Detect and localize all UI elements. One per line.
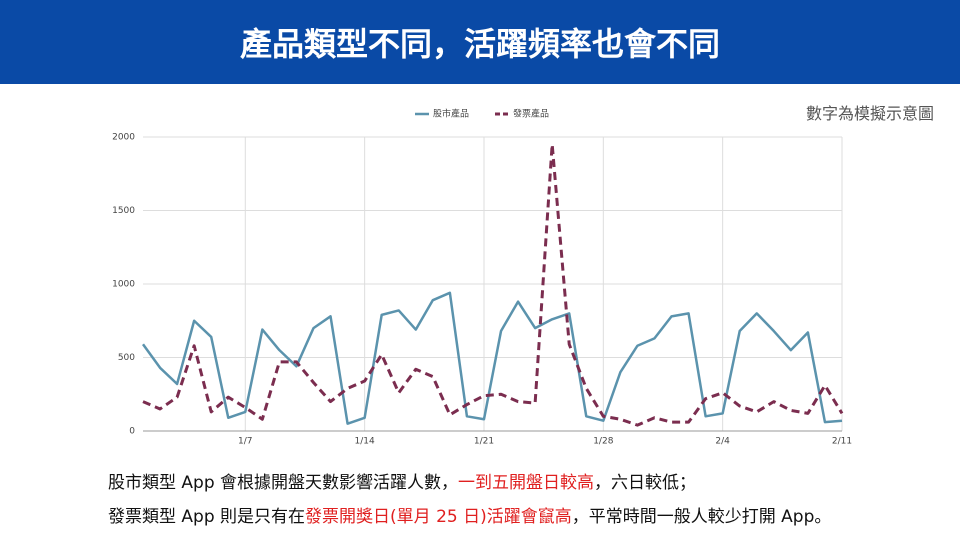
text: ，六日較低； <box>594 473 697 493</box>
series-line <box>142 142 844 427</box>
x-tick-label: 2/4 <box>715 437 730 447</box>
chart: 0 500 1000 1500 2000 1/7 1/14 1/21 1/28 2/4 2/11 股市… <box>112 108 852 447</box>
body-line: 股市類型 App 會根據開盤天數影響活躍人數，一到五開盤日較高，六日較低； <box>108 466 831 500</box>
y-tick-label: 1500 <box>112 206 135 216</box>
text: 發票類型 App 則是只有在 <box>108 507 306 527</box>
slide-title: 產品類型不同，活躍頻率也會不同 <box>0 0 960 84</box>
body-line: 發票類型 App 則是只有在發票開獎日(單月 25 日)活躍會竄高，平常時間一般… <box>108 500 831 534</box>
x-tick-label: 1/7 <box>238 437 252 447</box>
legend-label: 股市產品 <box>433 108 469 120</box>
x-tick-label: 1/28 <box>593 437 613 447</box>
x-tick-label: 1/21 <box>474 437 494 447</box>
text: 股市類型 App 會根據開盤天數影響活躍人數， <box>108 473 459 493</box>
highlight-text: 一到五開盤日較高 <box>458 473 595 493</box>
series-line <box>141 291 843 425</box>
body-text: 股市類型 App 會根據開盤天數影響活躍人數，一到五開盤日較高，六日較低； 發票類… <box>108 466 831 534</box>
highlight-text: 發票開獎日(單月 25 日)活躍會竄高 <box>305 507 572 527</box>
text: ，平常時間一般人較少打開 App。 <box>571 507 832 527</box>
y-tick-label: 500 <box>118 353 135 363</box>
legend-label: 發票產品 <box>513 108 549 120</box>
x-tick-label: 2/11 <box>832 437 852 447</box>
y-tick-label: 0 <box>129 427 135 437</box>
x-tick-label: 1/14 <box>355 437 375 447</box>
note: 數字為模擬示意圖 <box>805 104 934 123</box>
y-tick-label: 2000 <box>112 133 135 143</box>
y-tick-label: 1000 <box>112 280 135 290</box>
